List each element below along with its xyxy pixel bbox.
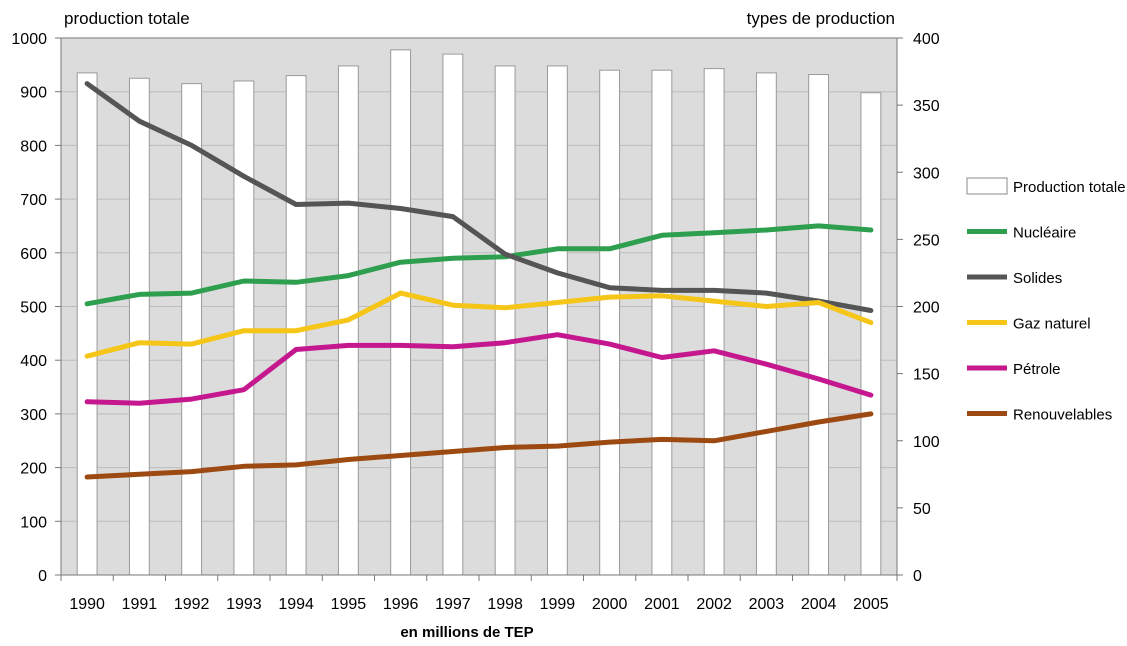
x-tick-label: 1997 <box>435 596 471 613</box>
line-renouvelables <box>84 411 874 480</box>
x-tick-label: 1991 <box>122 596 158 613</box>
line-solides <box>84 81 874 313</box>
y-left-tick-label: 100 <box>20 514 47 531</box>
bar-1997 <box>442 53 464 576</box>
line-series-group <box>84 81 874 480</box>
y-left-tick-label: 0 <box>38 568 47 585</box>
x-tick-label: 1994 <box>278 596 314 613</box>
bar-1992 <box>181 83 203 576</box>
line-nucleaire <box>84 223 874 307</box>
bar-2003 <box>755 72 777 576</box>
x-axis-caption: en millions de TEP <box>400 624 533 641</box>
bar-1999 <box>546 65 568 576</box>
x-tick-label: 1992 <box>174 596 210 613</box>
legend-label: Production totale <box>1013 179 1126 196</box>
left-axis-title: production totale <box>64 9 190 28</box>
line-petrole <box>84 332 874 406</box>
right-axis-title: types de production <box>747 9 895 28</box>
y-left-tick-label: 900 <box>20 85 47 102</box>
x-tick-label: 2004 <box>801 596 837 613</box>
y-left-tick-label: 400 <box>20 353 47 370</box>
bar-2004 <box>808 74 830 576</box>
y-right-tick-label: 250 <box>913 232 940 249</box>
legend-swatch-bar <box>966 177 1008 195</box>
bar-1993 <box>233 80 255 576</box>
y-left-tick-label: 700 <box>20 192 47 209</box>
x-tick-label: 1999 <box>540 596 576 613</box>
x-tick-label: 1998 <box>487 596 523 613</box>
x-tick-label: 2003 <box>749 596 785 613</box>
left-axis-ticks: 0 100 200 300 400 500 600 700 800 900 1000 <box>11 31 61 585</box>
x-tick-label: 1993 <box>226 596 262 613</box>
bar-1994 <box>285 75 307 576</box>
y-right-tick-label: 0 <box>913 568 922 585</box>
y-right-tick-label: 350 <box>913 98 940 115</box>
x-tick-label: 1990 <box>69 596 105 613</box>
y-right-tick-label: 150 <box>913 367 940 384</box>
y-right-tick-label: 50 <box>913 501 931 518</box>
bar-2002 <box>703 68 725 576</box>
legend: Production totale Nucléaire Solides Gaz nat… <box>966 177 1126 424</box>
x-axis-ticks: 1990 1991 1992 1993 1994 1995 1996 1997 1998 1999… <box>60 575 898 613</box>
bar-1998 <box>494 65 516 576</box>
y-right-tick-label: 100 <box>913 434 940 451</box>
x-tick-label: 2005 <box>853 596 889 613</box>
legend-label: Solides <box>1013 270 1062 287</box>
bar-2005 <box>860 92 882 576</box>
line-gaz-naturel <box>84 290 874 359</box>
legend-label: Pétrole <box>1013 361 1061 378</box>
y-right-tick-label: 200 <box>913 300 940 317</box>
bar-1990 <box>76 72 98 576</box>
y-right-tick-label: 400 <box>913 31 940 48</box>
y-left-tick-label: 600 <box>20 246 47 263</box>
y-left-tick-label: 200 <box>20 461 47 478</box>
legend-label: Gaz naturel <box>1013 316 1091 333</box>
y-right-tick-label: 300 <box>913 165 940 182</box>
x-tick-label: 2001 <box>644 596 680 613</box>
bar-2001 <box>651 69 673 576</box>
right-axis-ticks: 0 50 100 150 200 250 300 350 400 <box>897 31 940 585</box>
x-tick-label: 1995 <box>331 596 367 613</box>
bar-1996 <box>390 49 412 576</box>
x-tick-label: 1996 <box>383 596 419 613</box>
bar-2000 <box>599 69 621 576</box>
y-left-tick-label: 800 <box>20 138 47 155</box>
legend-label: Nucléaire <box>1013 225 1076 242</box>
y-left-tick-label: 300 <box>20 407 47 424</box>
bar-1991 <box>128 77 150 576</box>
x-tick-label: 2002 <box>696 596 732 613</box>
y-left-tick-label: 500 <box>20 300 47 317</box>
y-left-tick-label: 1000 <box>11 31 47 48</box>
legend-label: Renouvelables <box>1013 407 1112 424</box>
x-tick-label: 2000 <box>592 596 628 613</box>
